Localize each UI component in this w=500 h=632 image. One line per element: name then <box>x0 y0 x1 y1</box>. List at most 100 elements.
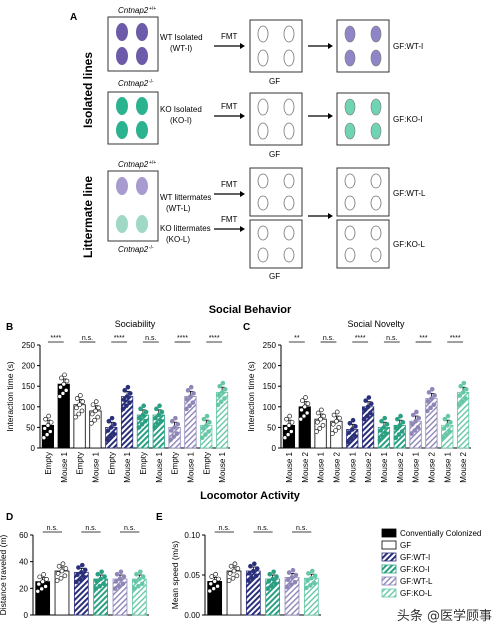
data-point <box>74 579 79 585</box>
littermate-mice-icon <box>116 177 148 233</box>
x-tick-label: Mouse 1 <box>218 451 227 482</box>
x-tick-label: Empty <box>171 452 180 475</box>
data-point <box>231 568 237 574</box>
data-point <box>155 422 161 427</box>
data-point <box>141 403 147 409</box>
legend-label: GF:WT-I <box>400 553 430 562</box>
data-point <box>321 413 327 419</box>
legend-swatch <box>381 528 397 538</box>
data-point <box>303 395 308 400</box>
data-point <box>461 380 467 386</box>
data-point <box>282 435 288 441</box>
y-tick-label: 150 <box>22 382 36 391</box>
y-tick-label: 200 <box>22 362 36 371</box>
data-point <box>273 581 278 587</box>
gf-wtl-mice-icon <box>344 173 382 211</box>
data-point <box>410 422 415 427</box>
data-point <box>271 569 276 575</box>
data-point <box>143 409 149 415</box>
data-point <box>429 396 434 401</box>
gf-wti-label: GF:WT-I <box>393 42 423 51</box>
data-point <box>120 406 126 412</box>
data-point <box>384 431 389 436</box>
gf-cage-2 <box>249 92 303 146</box>
legend-label: Conventially Colonized <box>400 529 481 538</box>
ko-littermates-abbr: (KO-L) <box>166 235 190 244</box>
y-tick-label: 0.00 <box>184 611 200 620</box>
data-point <box>222 386 228 392</box>
data-point <box>289 419 295 425</box>
significance-label: **** <box>355 335 366 342</box>
ko-isolated-mice-icon <box>116 97 148 139</box>
gf-label-2: GF <box>269 150 280 159</box>
significance-label: *** <box>419 335 427 342</box>
y-tick-label: 0.05 <box>184 571 200 580</box>
data-point <box>269 583 274 589</box>
x-tick-label: Mouse 1 <box>443 451 452 482</box>
data-point <box>137 576 142 582</box>
data-point <box>125 384 131 390</box>
data-point <box>121 397 127 402</box>
data-point <box>228 563 234 569</box>
data-point <box>416 415 422 421</box>
significance-label: ** <box>294 335 300 342</box>
data-point <box>226 578 232 583</box>
data-point <box>459 399 465 404</box>
data-point <box>184 406 189 412</box>
data-point <box>136 425 142 430</box>
watermark: 头条 @医学顾事 <box>396 609 492 624</box>
panel-c-label: C <box>243 322 250 333</box>
data-point <box>458 383 463 389</box>
data-point <box>118 569 124 575</box>
data-point <box>252 561 257 567</box>
data-point <box>81 574 87 580</box>
data-point <box>235 566 241 571</box>
chart-panel-c: 0 50 100 150 200 250 Interaction time (s) Socia… <box>246 319 471 483</box>
data-point <box>349 436 354 442</box>
data-point <box>285 577 291 583</box>
data-point <box>312 573 318 579</box>
data-point <box>139 581 145 587</box>
data-point <box>121 574 127 579</box>
data-point <box>116 583 122 589</box>
data-point <box>138 406 143 412</box>
data-point <box>304 585 309 591</box>
y-tick-label: 40 <box>19 558 28 567</box>
y-axis-label: Interaction time (s) <box>5 361 15 432</box>
data-point <box>368 401 374 407</box>
data-point <box>35 588 41 594</box>
data-point <box>41 572 46 577</box>
data-point <box>188 384 194 390</box>
data-point <box>254 566 260 571</box>
data-point <box>173 415 178 421</box>
data-point <box>77 402 82 408</box>
data-point <box>230 575 236 581</box>
significance-label: n.s. <box>257 525 268 532</box>
significance-label: n.s. <box>219 525 230 532</box>
panel-a-label: A <box>70 12 77 23</box>
wt-isolated-label: WT Isolated <box>160 33 203 42</box>
chart-panel-e: 0.00 0.05 0.10 Mean speed (m/s) n.s. n.s. n.s. <box>170 525 321 620</box>
y-tick-label: 60 <box>19 531 28 540</box>
x-tick-label: Mouse 2 <box>427 451 436 482</box>
gf-mice-icon <box>257 225 295 263</box>
x-tick-label: Mouse 2 <box>364 451 373 482</box>
data-point <box>456 402 462 408</box>
chart-title: Social Novelty <box>347 319 405 329</box>
data-point <box>96 405 101 411</box>
data-point <box>317 426 323 431</box>
data-point <box>78 393 83 398</box>
data-point <box>157 403 162 409</box>
ko-genotype-sup-2: -/- <box>149 245 154 251</box>
data-point <box>286 423 292 428</box>
ko-isolated-label: KO Isolated <box>160 105 202 114</box>
y-axis-label: Mean speed (m/s) <box>170 541 180 610</box>
fmt-label-1: FMT <box>221 32 238 41</box>
ko-isolated-abbr: (KO-I) <box>170 116 192 125</box>
data-point <box>59 568 65 574</box>
chart-panel-b: 0 50 100 150 200 250 Interaction time (s) Socia… <box>5 319 230 483</box>
x-tick-label: Mouse 2 <box>396 451 405 482</box>
data-point <box>37 574 43 580</box>
data-point <box>350 417 356 423</box>
data-point <box>64 378 70 384</box>
